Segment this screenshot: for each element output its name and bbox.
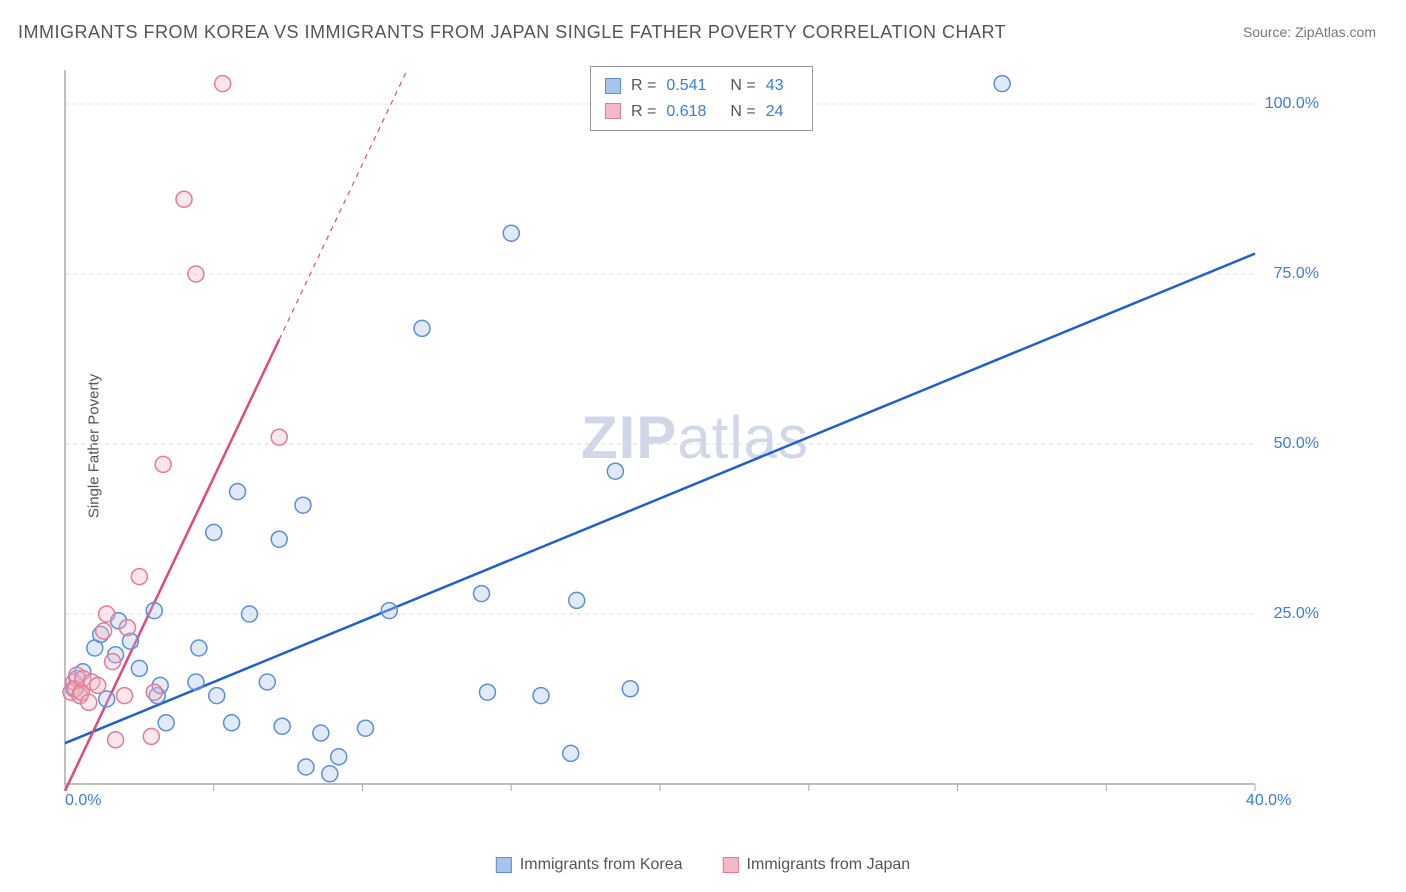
legend-swatch xyxy=(605,103,621,119)
r-value: 0.541 xyxy=(666,73,706,99)
chart-title: IMMIGRANTS FROM KOREA VS IMMIGRANTS FROM… xyxy=(18,22,1006,43)
stats-row: R = 0.541 N = 43 xyxy=(605,73,798,99)
n-label: N = xyxy=(730,99,755,125)
legend-swatch xyxy=(605,78,621,94)
r-label: R = xyxy=(631,73,656,99)
scatter-plot xyxy=(55,62,1335,820)
n-label: N = xyxy=(730,73,755,99)
stats-legend-box: R = 0.541 N = 43 R = 0.618 N = 24 xyxy=(590,66,813,131)
bottom-legend: Immigrants from Korea Immigrants from Jap… xyxy=(496,856,910,874)
legend-item: Immigrants from Korea xyxy=(496,856,683,874)
y-tick-label: 100.0% xyxy=(1265,95,1319,113)
legend-label: Immigrants from Korea xyxy=(520,856,683,874)
legend-label: Immigrants from Japan xyxy=(747,856,911,874)
r-value: 0.618 xyxy=(666,99,706,125)
stats-row: R = 0.618 N = 24 xyxy=(605,99,798,125)
y-tick-label: 75.0% xyxy=(1274,265,1319,283)
legend-swatch xyxy=(496,857,512,873)
n-value: 24 xyxy=(766,99,784,125)
legend-item: Immigrants from Japan xyxy=(723,856,911,874)
legend-swatch xyxy=(723,857,739,873)
x-tick-label: 0.0% xyxy=(65,792,101,810)
y-tick-label: 25.0% xyxy=(1274,605,1319,623)
n-value: 43 xyxy=(766,73,784,99)
r-label: R = xyxy=(631,99,656,125)
x-tick-label: 40.0% xyxy=(1246,792,1291,810)
source-label: Source: xyxy=(1243,24,1291,40)
source-attribution: Source: ZipAtlas.com xyxy=(1243,24,1376,40)
y-tick-label: 50.0% xyxy=(1274,435,1319,453)
source-value: ZipAtlas.com xyxy=(1295,24,1376,40)
chart-area: ZIPatlas 25.0%50.0%75.0%100.0%0.0%40.0% xyxy=(55,62,1335,820)
